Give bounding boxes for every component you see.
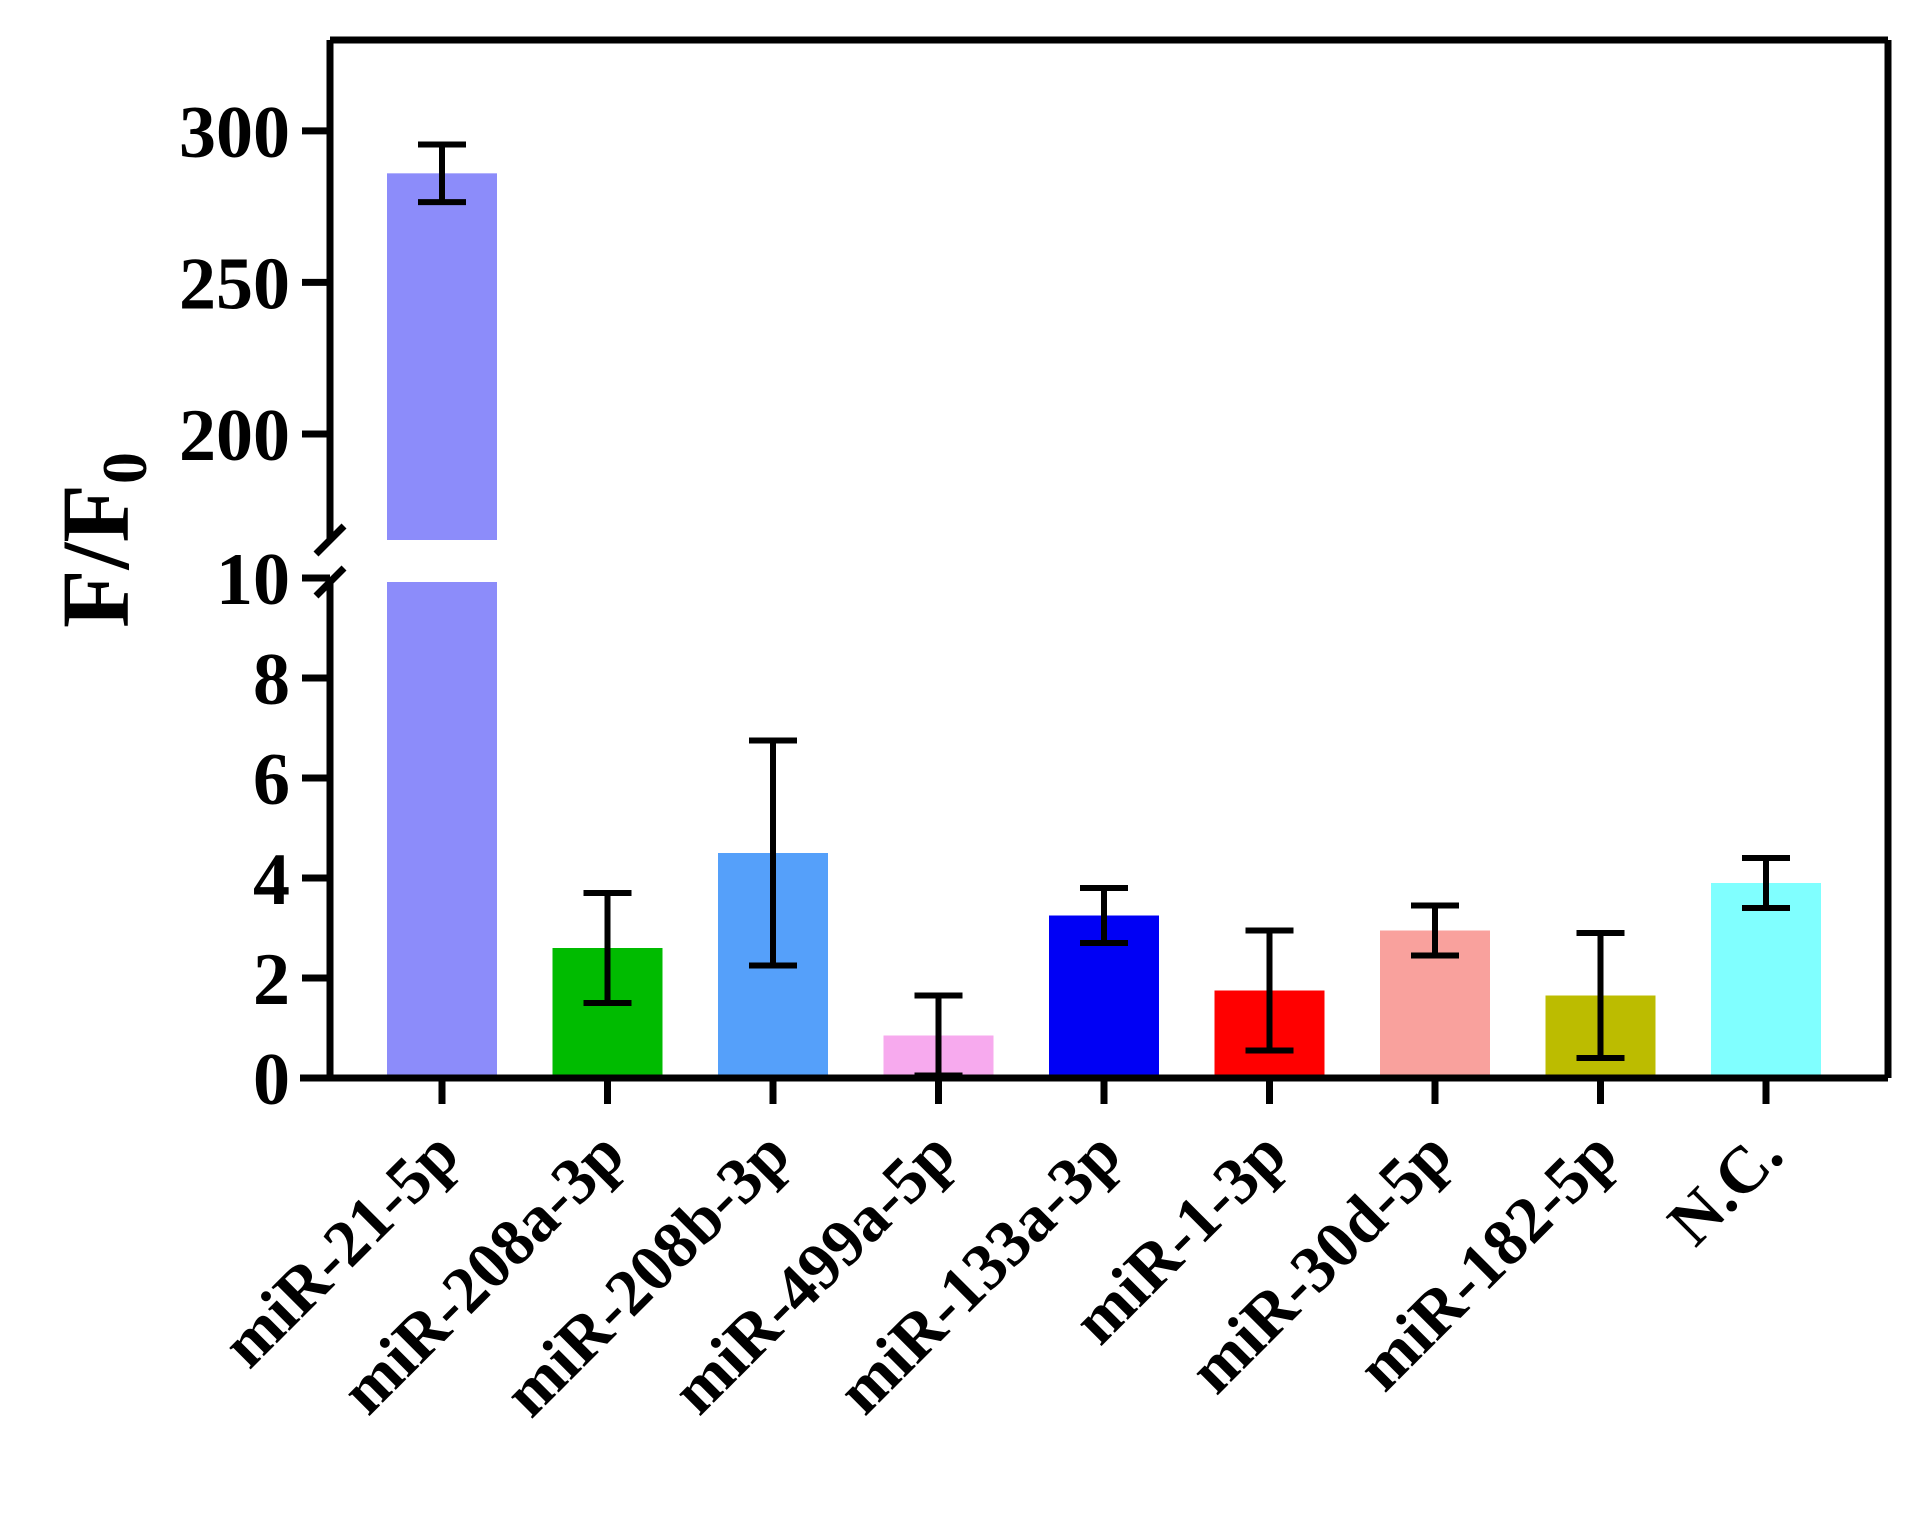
error-bar-miR-133a-3p	[1080, 885, 1128, 946]
bar-N.C.	[1711, 883, 1821, 1078]
error-bar-N.C.	[1742, 855, 1790, 911]
axes-frame	[300, 36, 1892, 1082]
error-bars	[418, 141, 1790, 1079]
x-ticks	[438, 1078, 1770, 1104]
bar-miR-21-5p-lower	[387, 582, 497, 1078]
bar-miR-21-5p-upper	[387, 173, 497, 541]
y-tick-label-200: 200	[179, 395, 290, 477]
error-bar-miR-1-3p	[1245, 927, 1294, 1054]
error-bar-miR-208b-3p	[749, 737, 797, 969]
upper-y-ticks: 200 250 300	[179, 92, 330, 477]
y-tick-label-2: 2	[253, 939, 290, 1021]
axis-break-mark-bottom	[313, 565, 347, 599]
lower-y-ticks: 0 2 4 6 8 10	[216, 539, 330, 1121]
error-bar-miR-208a-3p	[583, 890, 632, 1006]
y-axis-label: F/F0	[42, 452, 160, 628]
y-tick-label-8: 8	[253, 639, 290, 721]
error-bar-miR-30d-5p	[1411, 902, 1459, 959]
axis-break-mark-top	[313, 523, 347, 557]
x-tick-label-miR-208b-3p: miR-208b-3p	[490, 1117, 804, 1431]
y-tick-label-6: 6	[253, 739, 290, 821]
error-bar-miR-21-5p	[418, 141, 466, 206]
x-tick-labels: miR-21-5pmiR-208a-3pmiR-208b-3pmiR-499a-…	[208, 1117, 1796, 1431]
y-tick-label-10: 10	[216, 539, 290, 621]
y-tick-label-0: 0	[253, 1039, 290, 1121]
x-tick-label-N.C.: N.C.	[1654, 1117, 1796, 1259]
error-bar-miR-182-5p	[1576, 930, 1625, 1061]
y-tick-label-250: 250	[179, 243, 290, 325]
y-tick-label-4: 4	[253, 839, 290, 921]
y-tick-label-300: 300	[179, 92, 290, 174]
